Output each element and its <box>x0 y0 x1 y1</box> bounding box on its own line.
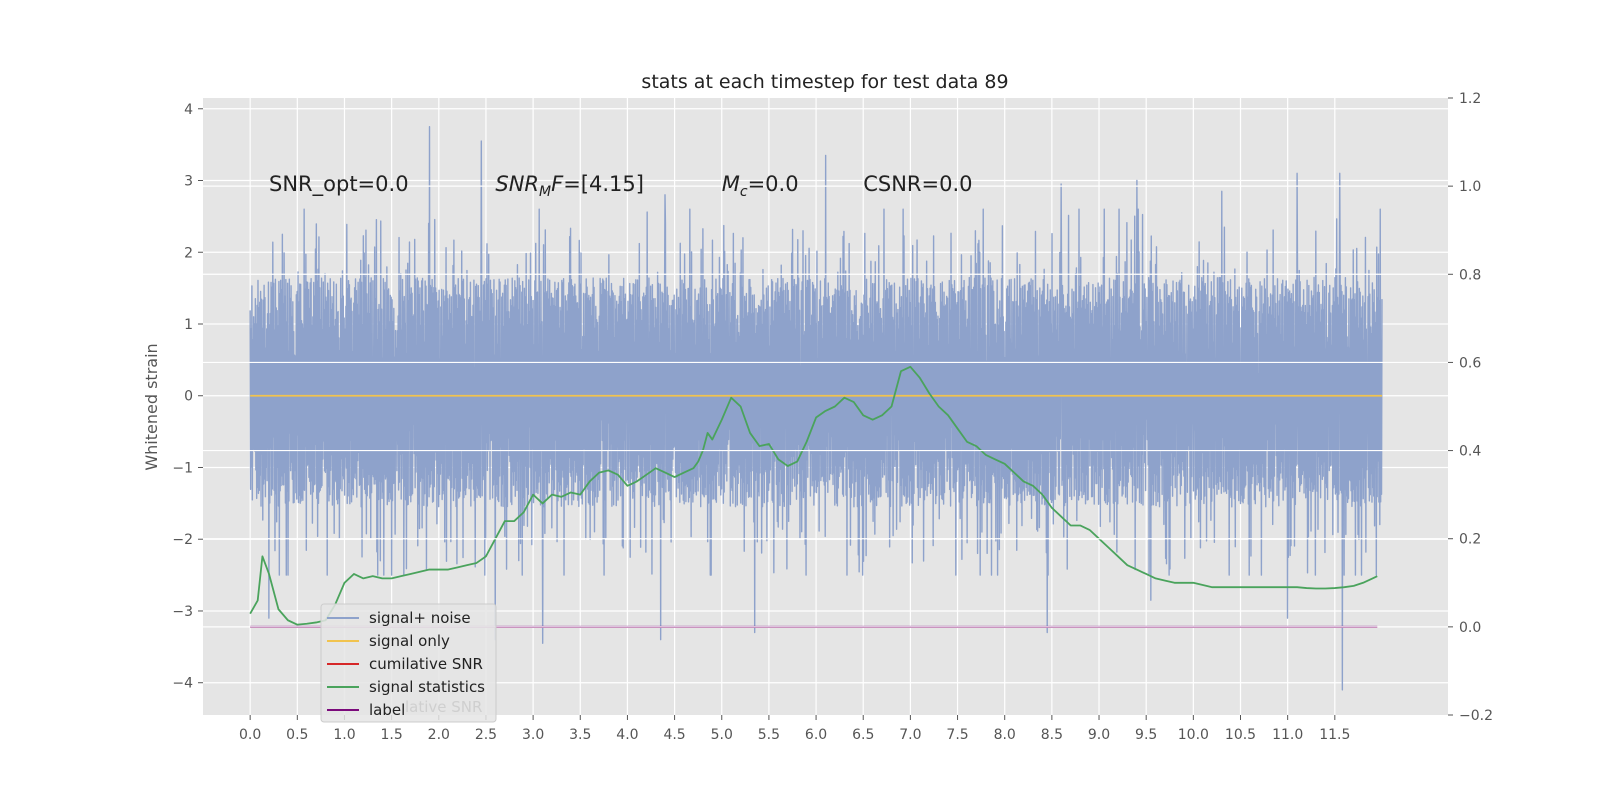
annotation-mc: Mc=0.0 <box>722 172 799 200</box>
y2-tick-label: 0.2 <box>1459 532 1481 548</box>
y-tick-label: −2 <box>172 532 193 548</box>
y2-tick-label: 0.4 <box>1459 444 1481 460</box>
y-tick-label: 2 <box>184 245 193 261</box>
x-tick-label: 11.5 <box>1319 727 1350 743</box>
x-tick-label: 4.5 <box>663 727 685 743</box>
legend-entry-label: signal+ noise <box>369 609 471 627</box>
x-tick-label: 10.5 <box>1225 727 1256 743</box>
x-tick-label: 1.0 <box>333 727 355 743</box>
legend-entry-label: cumilative SNR <box>369 655 483 673</box>
x-tick-label: 8.0 <box>994 727 1016 743</box>
legend-entry-label: signal statistics <box>369 678 485 696</box>
legend-overlapped-text: lative SNR <box>405 698 482 716</box>
y2-tick-label: 0.8 <box>1459 267 1481 283</box>
y2-tick-label: 1.2 <box>1459 91 1481 107</box>
y-axis-label: Whitened strain <box>142 343 161 470</box>
y2-tick-label: −0.2 <box>1459 708 1493 724</box>
series-signal-noise-line <box>249 126 1383 691</box>
x-tick-label: 0.0 <box>239 727 261 743</box>
y2-tick-label: 1.0 <box>1459 179 1481 195</box>
chart-title: stats at each timestep for test data 89 <box>641 71 1008 93</box>
x-tick-label: 9.5 <box>1135 727 1157 743</box>
annotation-snr-opt: SNR_opt=0.0 <box>269 172 409 197</box>
annotation-csnr: CSNR=0.0 <box>863 172 972 196</box>
x-tick-label: 10.0 <box>1178 727 1209 743</box>
x-tick-label: 11.0 <box>1272 727 1303 743</box>
x-tick-label: 7.5 <box>946 727 968 743</box>
axes: 0.0 0.5 1.0 1.5 2.0 2.5 3.0 3.5 4.0 4.5 5.0 5.5 6.0 6… <box>172 91 1493 743</box>
x-tick-label: 9.0 <box>1088 727 1110 743</box>
y-tick-label: −3 <box>172 604 193 620</box>
y-tick-label: 0 <box>184 389 193 405</box>
annotation-snr-mf: SNRMF=[4.15] <box>495 172 644 200</box>
x-tick-label: 3.5 <box>569 727 591 743</box>
x-tick-label: 4.0 <box>616 727 638 743</box>
x-tick-label: 0.5 <box>286 727 308 743</box>
y-tick-label: 3 <box>184 174 193 190</box>
y-tick-label: −4 <box>172 676 193 692</box>
legend-entry-label: label <box>369 701 405 719</box>
x-tick-label: 8.5 <box>1041 727 1063 743</box>
x-tick-label: 2.0 <box>428 727 450 743</box>
legend-box <box>320 603 497 723</box>
y-tick-label: −1 <box>172 460 193 476</box>
x-tick-label: 1.5 <box>381 727 403 743</box>
series-signal-statistics-line <box>249 365 1378 626</box>
x-tick-label: 7.0 <box>899 727 921 743</box>
legend: lative SNR signal+ noise signal only cumila… <box>320 603 497 723</box>
y-tick-label: 1 <box>184 317 193 333</box>
y2-tick-label: 0.6 <box>1459 355 1481 371</box>
x-tick-label: 6.0 <box>805 727 827 743</box>
x-tick-label: 5.5 <box>758 727 780 743</box>
y2-tick-label: 0.0 <box>1459 620 1481 636</box>
x-tick-label: 6.5 <box>852 727 874 743</box>
x-tick-label: 2.5 <box>475 727 497 743</box>
x-tick-label: 3.0 <box>522 727 544 743</box>
legend-entry-label: signal only <box>369 632 450 650</box>
x-tick-label: 5.0 <box>711 727 733 743</box>
annotations: SNR_opt=0.0 SNRMF=[4.15] Mc=0.0 CSNR=0.0 <box>269 172 973 200</box>
y-tick-label: 4 <box>184 102 193 118</box>
